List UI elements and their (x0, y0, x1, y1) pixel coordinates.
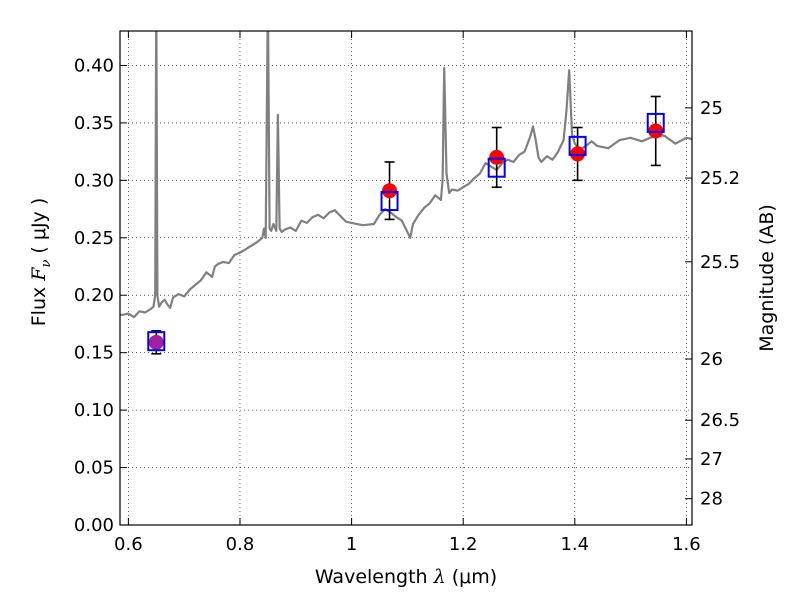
y2-tick-label: 25 (700, 98, 723, 119)
observed-point (489, 149, 505, 165)
y2-tick-label: 25.2 (700, 168, 740, 189)
y2-tick-label: 28 (700, 489, 723, 510)
y-tick-label: 0.10 (74, 400, 114, 421)
y2-axis-label: Magnitude (AB) (756, 204, 778, 352)
observed-point (148, 334, 164, 350)
y-tick-label: 0.30 (74, 170, 114, 191)
spectrum-line (120, 31, 692, 319)
x-axis-label-prefix: Wavelength (315, 566, 434, 588)
y2-tick-label: 26 (700, 349, 723, 370)
x-tick-label: 0.8 (226, 534, 255, 555)
y-axis-label-sub: ν (39, 260, 54, 268)
y-axis-label-unit: ( μJy ) (28, 198, 50, 260)
y2-tick-label: 25.5 (700, 252, 740, 273)
y-tick-label: 0.35 (74, 113, 114, 134)
y-tick-label: 0.15 (74, 343, 114, 364)
x-axis-label-symbol: λ (433, 566, 446, 588)
observed-point (382, 183, 398, 199)
tick-labels: 0.6 0.8 1 1.2 1.4 1.6 0.00 0.05 0.10 0.15 0.20 0.25… (74, 55, 740, 555)
y-axis-label-prefix: Flux (28, 281, 50, 327)
y2-tick-label: 26.5 (700, 410, 740, 431)
x-axis-label-unit: (μm) (446, 566, 497, 588)
model-point (147, 331, 166, 352)
y-tick-label: 0.40 (74, 55, 114, 76)
model-point (487, 157, 506, 178)
y-tick-label: 0.25 (74, 228, 114, 249)
x-tick-label: 0.6 (114, 534, 143, 555)
y-axis-label-symbol: F (28, 267, 50, 282)
series-layer (120, 31, 692, 355)
x-tick-label: 1.4 (560, 534, 589, 555)
model-point (380, 191, 399, 212)
plot-frame (119, 30, 693, 526)
model-point (646, 112, 665, 133)
y-tick-label: 0.20 (74, 285, 114, 306)
x-tick-label: 1.6 (672, 534, 701, 555)
x-tick-label: 1.2 (449, 534, 478, 555)
model-point (568, 135, 587, 156)
grid (120, 31, 692, 526)
x-tick-label: 1 (346, 534, 357, 555)
y-tick-label: 0.05 (74, 458, 114, 479)
y2-tick-label: 27 (700, 449, 723, 470)
y-tick-label: 0.00 (74, 515, 114, 536)
x-axis-label: Wavelength λ (μm) (315, 566, 497, 588)
ticks (120, 31, 692, 526)
y-axis-label: Flux Fν ( μJy ) (28, 198, 54, 327)
